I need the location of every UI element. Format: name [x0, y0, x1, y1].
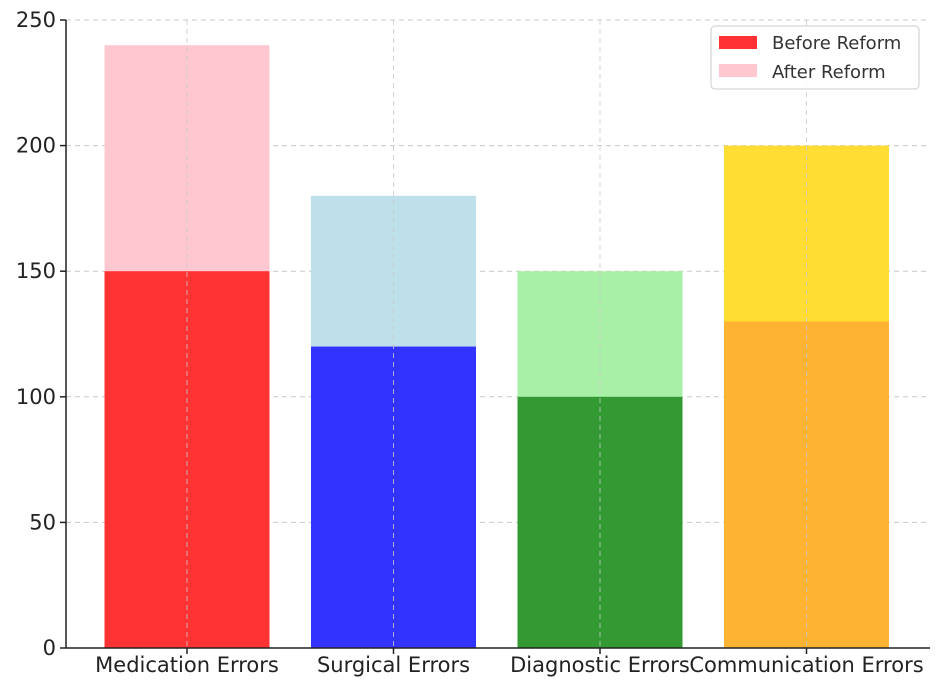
y-tick-label-250: 250	[16, 8, 56, 32]
bar-before-reform-medication-errors	[104, 271, 270, 648]
legend-frame	[710, 25, 920, 90]
x-ticks: Medication Errors Surgical Errors Diagnost…	[95, 648, 924, 677]
legend-label-after-reform: After Reform	[772, 62, 886, 83]
y-tick-label-0: 0	[43, 636, 56, 660]
y-ticks: 0 50 100 150 200 250	[16, 8, 66, 660]
y-tick-label-50: 50	[29, 510, 56, 534]
x-tick-label-communication-errors: Communication Errors	[689, 653, 923, 677]
legend: Before Reform After Reform	[710, 25, 920, 90]
legend-swatch-before-reform	[719, 36, 757, 49]
y-tick-label-100: 100	[16, 385, 56, 409]
bars	[104, 45, 889, 649]
legend-label-before-reform: Before Reform	[772, 33, 901, 54]
x-tick-label-diagnostic-errors: Diagnostic Errors	[510, 653, 690, 677]
x-tick-label-medication-errors: Medication Errors	[95, 653, 279, 677]
x-tick-label-surgical-errors: Surgical Errors	[317, 653, 470, 677]
y-tick-label-150: 150	[16, 259, 56, 283]
axes	[65, 20, 930, 649]
legend-swatch-after-reform	[719, 64, 757, 77]
y-tick-label-200: 200	[16, 134, 56, 158]
